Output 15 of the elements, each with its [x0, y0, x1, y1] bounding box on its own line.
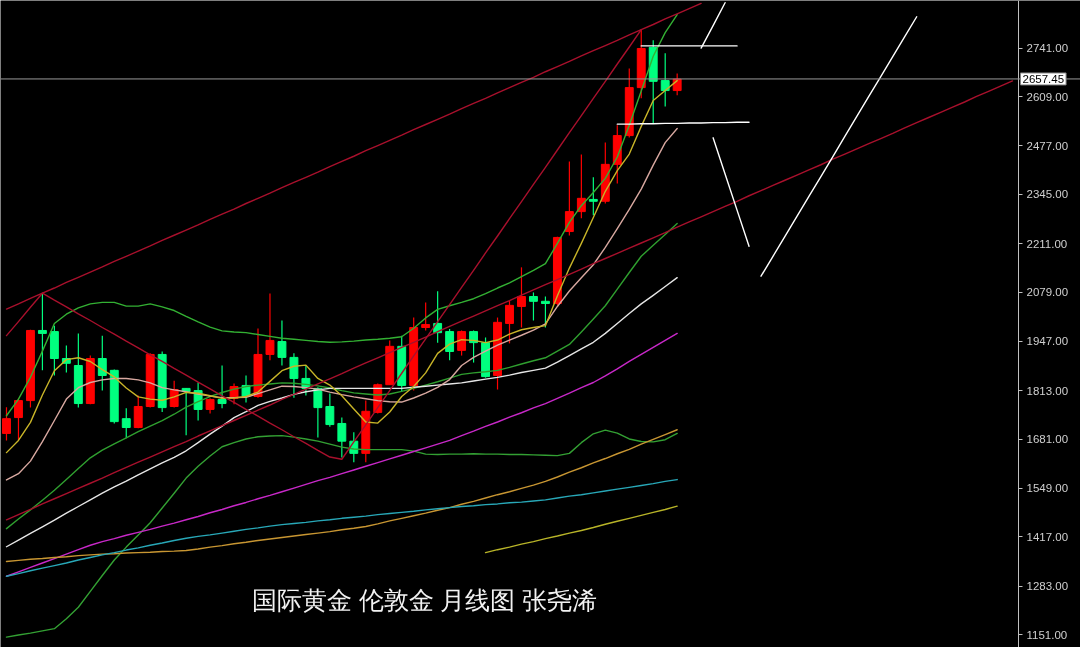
y-tick-label: 2477.00 — [1026, 139, 1069, 152]
y-tick-label: 1681.00 — [1026, 433, 1069, 446]
y-tick-label: 2211.00 — [1026, 237, 1068, 250]
y-tick-label: 1283.00 — [1026, 580, 1069, 593]
y-tick-label: 1151.00 — [1026, 628, 1068, 641]
text: 国际黄金 伦敦金 月线图 张尧浠 — [251, 585, 598, 614]
y-tick-label: 2741.00 — [1026, 42, 1069, 55]
y-tick-label: 2079.00 — [1026, 286, 1069, 299]
ref-line-label: 2657.45 — [1022, 72, 1065, 85]
y-tick-label: 1813.00 — [1026, 384, 1069, 397]
y-tick-label: 1947.00 — [1026, 335, 1069, 348]
y-tick-label: 1549.00 — [1026, 482, 1069, 495]
y-tick-label: 1417.00 — [1026, 530, 1069, 543]
y-tick-label: 2345.00 — [1026, 188, 1069, 201]
y-tick-label: 2609.00 — [1026, 90, 1069, 103]
